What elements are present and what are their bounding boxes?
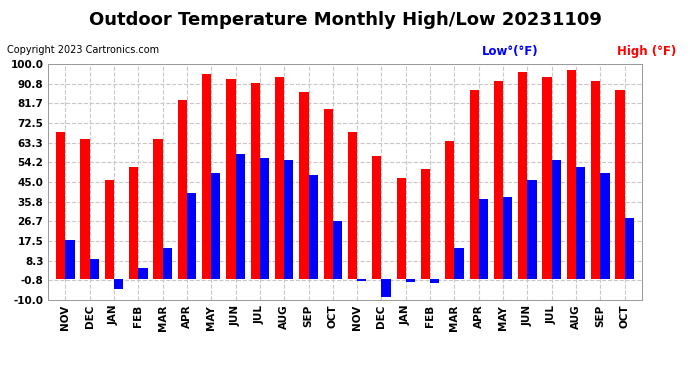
Bar <box>56 132 66 279</box>
Bar <box>576 167 585 279</box>
Bar <box>421 169 430 279</box>
Bar <box>591 81 600 279</box>
Bar <box>445 141 455 279</box>
Bar <box>202 75 211 279</box>
Bar <box>542 76 552 279</box>
Bar <box>372 156 382 279</box>
Bar <box>226 79 235 279</box>
Bar <box>397 178 406 279</box>
Bar <box>129 167 138 279</box>
Bar <box>299 92 308 279</box>
Bar <box>153 139 163 279</box>
Text: Outdoor Temperature Monthly High/Low 20231109: Outdoor Temperature Monthly High/Low 202… <box>88 11 602 29</box>
Bar <box>382 279 391 297</box>
Bar <box>308 176 318 279</box>
Bar <box>275 76 284 279</box>
Bar <box>479 199 488 279</box>
Bar <box>235 154 245 279</box>
Bar <box>518 72 527 279</box>
Bar <box>527 180 537 279</box>
Bar <box>163 249 172 279</box>
Text: High (°F): High (°F) <box>617 45 676 58</box>
Bar <box>348 132 357 279</box>
Bar <box>494 81 503 279</box>
Bar <box>615 90 624 279</box>
Bar <box>469 90 479 279</box>
Bar <box>187 193 196 279</box>
Bar <box>552 160 561 279</box>
Bar <box>66 240 75 279</box>
Bar <box>284 160 293 279</box>
Bar <box>178 100 187 279</box>
Bar <box>624 218 634 279</box>
Bar <box>430 279 440 283</box>
Bar <box>260 158 269 279</box>
Bar <box>333 220 342 279</box>
Bar <box>90 259 99 279</box>
Bar <box>211 173 221 279</box>
Text: Low°(°F): Low°(°F) <box>482 45 538 58</box>
Bar <box>81 139 90 279</box>
Bar <box>114 279 124 289</box>
Bar <box>357 279 366 280</box>
Bar <box>566 70 576 279</box>
Bar <box>503 197 512 279</box>
Text: Copyright 2023 Cartronics.com: Copyright 2023 Cartronics.com <box>7 45 159 55</box>
Bar <box>406 279 415 282</box>
Bar <box>105 180 114 279</box>
Bar <box>250 83 260 279</box>
Bar <box>455 249 464 279</box>
Bar <box>138 268 148 279</box>
Bar <box>600 173 609 279</box>
Bar <box>324 109 333 279</box>
